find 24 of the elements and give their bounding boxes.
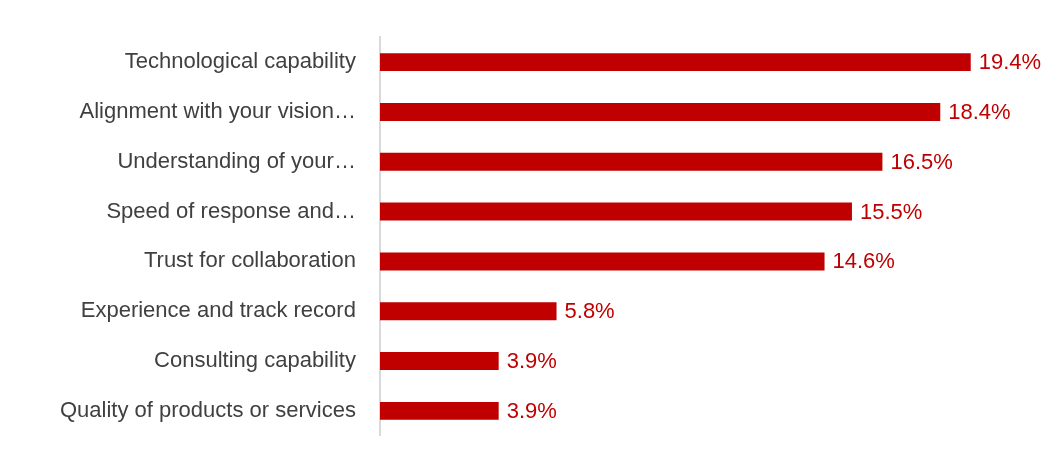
y-tick-label: Technological capability [124, 48, 356, 74]
bar [379, 202, 852, 221]
data-label: 15.5% [859, 198, 923, 224]
y-tick-label: Consulting capability [154, 347, 356, 373]
data-label: 18.4% [948, 99, 1011, 124]
data-label: 14.6% [832, 248, 895, 274]
y-tick-label: Alignment with your vision… [79, 98, 356, 123]
bar [379, 102, 941, 121]
bar [379, 352, 499, 371]
data-label: 3.9% [506, 348, 557, 374]
bar [379, 252, 825, 271]
bar [379, 401, 499, 420]
y-tick-label: Speed of response and… [106, 197, 356, 223]
y-tick-label: Experience and track record [80, 297, 356, 323]
data-label: 3.9% [506, 397, 557, 423]
y-tick-label: Trust for collaboration [143, 247, 356, 273]
y-tick-label: Quality of products or services [59, 396, 356, 422]
bar [379, 302, 557, 321]
bar [379, 152, 883, 171]
data-label: 16.5% [890, 148, 953, 174]
y-tick-label: Understanding of your… [117, 147, 356, 173]
data-label: 5.8% [564, 298, 615, 324]
bar [379, 53, 971, 72]
data-label: 19.4% [978, 49, 1042, 75]
